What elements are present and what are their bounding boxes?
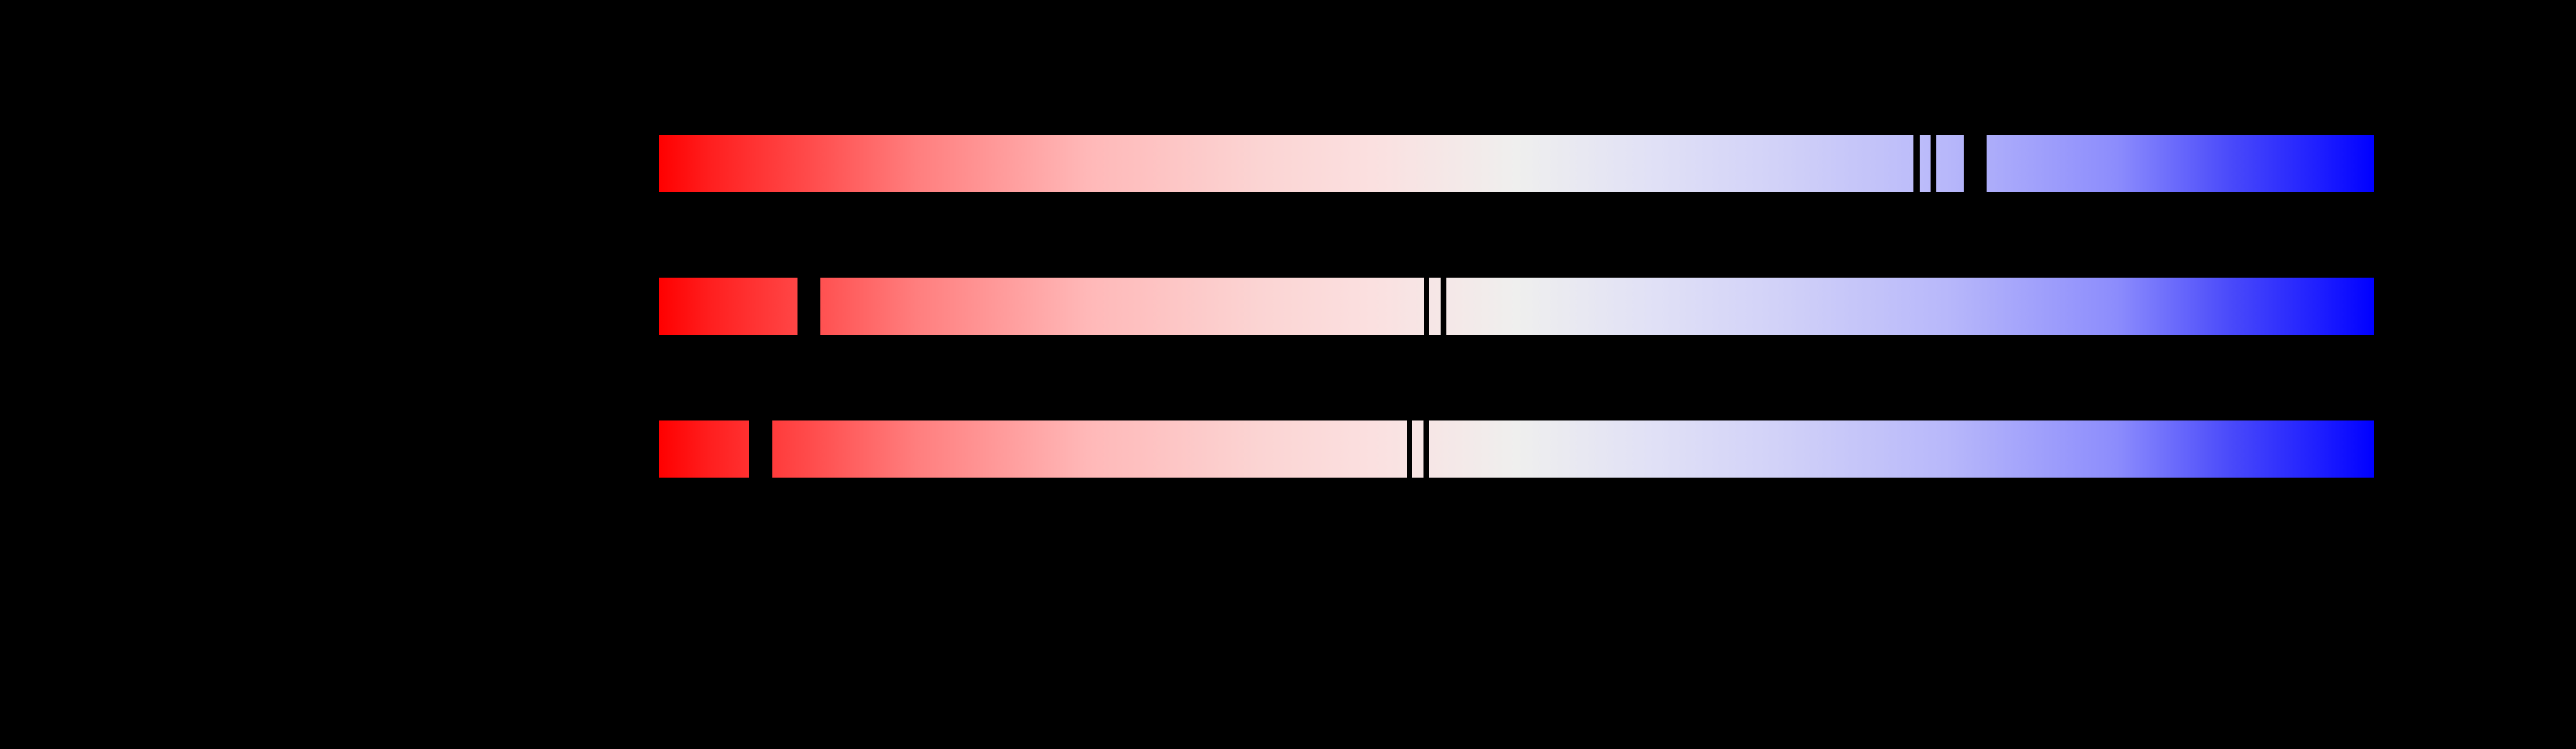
bar-gap xyxy=(797,277,820,336)
bar-gap xyxy=(1423,419,1429,479)
bar-gap xyxy=(1441,277,1446,336)
timeline-bar-2 xyxy=(659,277,2374,336)
bar-gap xyxy=(1424,277,1429,336)
timeline-bar-1 xyxy=(659,134,2374,193)
bar-gap xyxy=(1407,419,1412,479)
bar-gap xyxy=(1931,134,1936,193)
bar-gap xyxy=(749,419,772,479)
bar-gap xyxy=(1913,134,1920,193)
timeline-bar-3 xyxy=(659,419,2374,479)
bar-gap xyxy=(1964,134,1987,193)
